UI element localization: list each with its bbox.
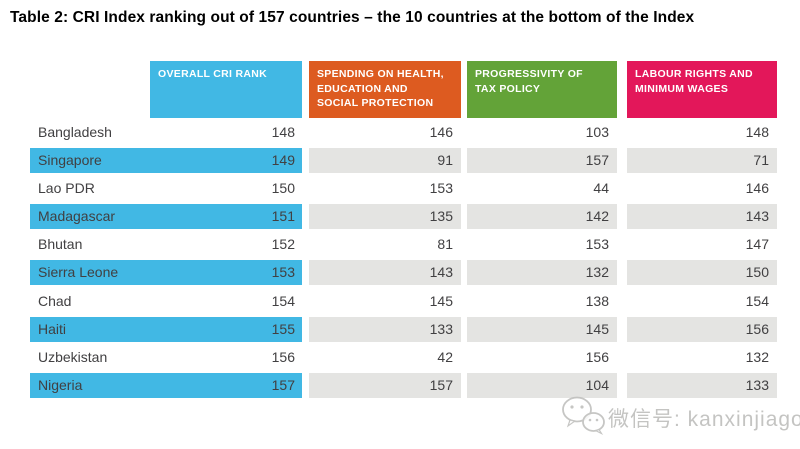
- spending-cell: 153: [429, 179, 453, 196]
- table-row: Nigeria 157 157 104 133: [30, 372, 777, 400]
- spending-cell: 157: [309, 373, 461, 399]
- spending-cell: 91: [309, 147, 461, 173]
- country-name: Chad: [38, 292, 72, 309]
- country-cell: Sierra Leone 153: [30, 260, 302, 286]
- spending-cell: 81: [437, 236, 453, 253]
- country-name: Singapore: [38, 151, 102, 168]
- country-name: Haiti: [38, 320, 67, 337]
- overall-rank-value: 151: [271, 208, 295, 225]
- labour-cell: 154: [745, 292, 769, 309]
- table-row: Uzbekistan 156 42 156 132: [30, 343, 777, 371]
- tax-cell: 103: [585, 123, 609, 140]
- spending-cell: 145: [429, 292, 453, 309]
- watermark: 微信号: kanxinjiago: [560, 395, 800, 440]
- table-row: Madagascar 151 135 142 143: [30, 202, 777, 230]
- tax-cell: 153: [585, 236, 609, 253]
- labour-cell: 147: [745, 236, 769, 253]
- table-row: Haiti 155 133 145 156: [30, 315, 777, 343]
- country-cell: Bhutan 152: [30, 232, 302, 257]
- table-row: Bhutan 152 81 153 147: [30, 231, 777, 259]
- overall-rank-value: 154: [271, 292, 295, 309]
- cri-index-table: OVERALL CRI RANK SPENDING ON HEALTH, EDU…: [30, 60, 777, 400]
- country-name: Madagascar: [38, 208, 116, 225]
- overall-rank-value: 149: [271, 151, 295, 168]
- spending-cell: 135: [309, 204, 461, 230]
- header-col-overall-wrap: OVERALL CRI RANK: [30, 60, 302, 118]
- tax-cell: 104: [467, 373, 617, 399]
- spending-cell: 146: [429, 123, 453, 140]
- labour-cell: 148: [745, 123, 769, 140]
- country-name: Lao PDR: [38, 179, 95, 196]
- overall-rank-value: 150: [271, 179, 295, 196]
- labour-cell: 143: [627, 204, 777, 230]
- country-cell: Bangladesh 148: [30, 120, 302, 145]
- table-title: Table 2: CRI Index ranking out of 157 co…: [10, 9, 695, 26]
- country-cell: Uzbekistan 156: [30, 345, 302, 370]
- overall-rank-value: 153: [271, 264, 295, 281]
- table-row: Bangladesh 148 146 103 148: [30, 118, 777, 146]
- labour-cell: 71: [627, 147, 777, 173]
- tax-cell: 44: [593, 179, 609, 196]
- table-header-row: OVERALL CRI RANK SPENDING ON HEALTH, EDU…: [30, 60, 777, 118]
- column-header-tax-policy: PROGRESSIVITY OF TAX POLICY: [467, 60, 617, 118]
- tax-cell: 138: [585, 292, 609, 309]
- tax-cell: 157: [467, 147, 617, 173]
- spending-cell: 143: [309, 260, 461, 286]
- tax-cell: 145: [467, 316, 617, 342]
- country-cell: Singapore 149: [30, 147, 302, 173]
- overall-rank-value: 155: [271, 320, 295, 337]
- spending-cell: 133: [309, 316, 461, 342]
- country-cell: Chad 154: [30, 289, 302, 314]
- spending-cell: 42: [437, 349, 453, 366]
- table-body: Bangladesh 148 146 103 148 Singapore 149…: [30, 118, 777, 400]
- labour-cell: 150: [627, 260, 777, 286]
- overall-rank-value: 152: [271, 236, 295, 253]
- tax-cell: 142: [467, 204, 617, 230]
- country-name: Bhutan: [38, 236, 83, 253]
- country-name: Sierra Leone: [38, 264, 119, 281]
- country-cell: Lao PDR 150: [30, 176, 302, 201]
- column-header-labour-rights: LABOUR RIGHTS AND MINIMUM WAGES: [627, 60, 777, 118]
- overall-rank-value: 157: [271, 377, 295, 394]
- page: Table 2: CRI Index ranking out of 157 co…: [0, 8, 800, 449]
- watermark-text: 微信号: kanxinjiago: [608, 407, 800, 431]
- column-header-overall-cri-rank: OVERALL CRI RANK: [150, 60, 302, 118]
- country-name: Uzbekistan: [38, 349, 108, 366]
- labour-cell: 156: [627, 316, 777, 342]
- labour-cell: 133: [627, 373, 777, 399]
- labour-cell: 132: [745, 349, 769, 366]
- country-name: Nigeria: [38, 377, 83, 394]
- wechat-icon: [560, 395, 606, 440]
- country-cell: Madagascar 151: [30, 204, 302, 230]
- country-cell: Nigeria 157: [30, 373, 302, 399]
- country-cell: Haiti 155: [30, 316, 302, 342]
- table-row: Lao PDR 150 153 44 146: [30, 174, 777, 202]
- table-row: Chad 154 145 138 154: [30, 287, 777, 315]
- overall-rank-value: 156: [271, 349, 295, 366]
- overall-rank-value: 148: [271, 123, 295, 140]
- table-row: Sierra Leone 153 143 132 150: [30, 259, 777, 287]
- labour-cell: 146: [745, 179, 769, 196]
- table-row: Singapore 149 91 157 71: [30, 146, 777, 174]
- tax-cell: 132: [467, 260, 617, 286]
- tax-cell: 156: [585, 349, 609, 366]
- column-header-spending: SPENDING ON HEALTH, EDUCATION AND SOCIAL…: [309, 60, 461, 118]
- country-name: Bangladesh: [38, 123, 112, 140]
